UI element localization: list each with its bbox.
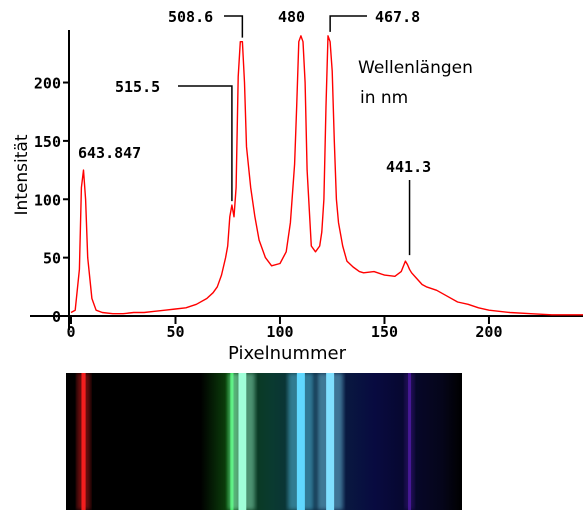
wavelength-annotation: 441.3 <box>386 158 431 176</box>
spectrum-line <box>81 373 86 510</box>
emission-spectrum-chart: 0 50 100 150 200 0 50 100 150 200 Intensität Pix… <box>12 8 583 364</box>
wavelength-annotation: 467.8 <box>375 8 420 26</box>
legend-text-line-1: Wellenlängen <box>358 58 473 78</box>
x-ticks: 0 50 100 150 200 <box>66 316 503 341</box>
wavelength-annotation: 515.5 <box>115 78 160 96</box>
legend-text-line-2: in nm <box>360 88 408 108</box>
annotation-leader-line <box>224 15 244 38</box>
wavelength-annotation: 508.6 <box>168 8 213 26</box>
y-ticks: 0 50 100 150 200 <box>34 75 69 326</box>
spectrum-line <box>408 373 412 510</box>
y-tick-label: 50 <box>43 250 61 268</box>
chart-axes <box>30 30 583 330</box>
x-tick-label: 200 <box>475 323 502 341</box>
y-tick-label: 150 <box>34 133 61 151</box>
annotation-leader-line <box>329 15 367 32</box>
y-axis-label: Intensität <box>12 134 32 215</box>
x-tick-label: 0 <box>66 323 75 341</box>
annotation-leader-line <box>178 85 233 202</box>
y-tick-label: 100 <box>34 191 61 209</box>
x-tick-label: 100 <box>266 323 293 341</box>
x-tick-label: 50 <box>166 323 184 341</box>
y-tick-label: 200 <box>34 75 61 93</box>
y-tick-label: 0 <box>52 308 61 326</box>
x-axis-label: Pixelnummer <box>228 343 347 364</box>
spectrum-line <box>296 373 305 510</box>
spectrum-line <box>238 373 247 510</box>
spectrum-lines <box>76 373 415 510</box>
spectrum-line <box>326 373 335 510</box>
spectrum-photo <box>66 373 462 510</box>
intensity-series-line <box>70 35 583 316</box>
x-tick-label: 150 <box>371 323 398 341</box>
wavelength-annotations: 643.847 515.5 508.6 480 467.8 441.3 <box>78 8 431 256</box>
wavelength-annotation: 643.847 <box>78 144 141 162</box>
wavelength-annotation: 480 <box>278 8 305 26</box>
spectrum-background <box>66 373 462 510</box>
